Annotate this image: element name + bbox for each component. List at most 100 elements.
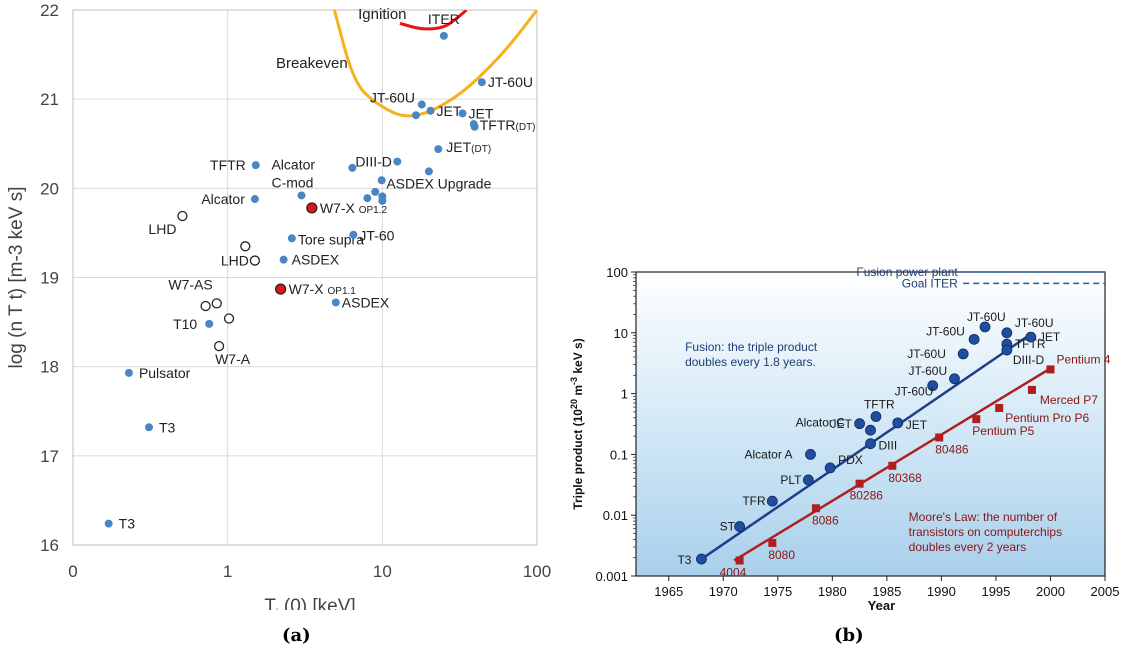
moore-point (972, 415, 981, 424)
y-tick-label: 100 (606, 265, 628, 280)
x-tick-label: 1970 (709, 584, 738, 599)
fusion-point (805, 448, 816, 460)
y-tick-label: 0.1 (610, 447, 628, 462)
y-tick-label: 1 (621, 387, 628, 402)
x-axis-label: Year (868, 598, 895, 613)
data-point (200, 300, 211, 312)
x-tick-label: 1990 (927, 584, 956, 599)
x-tick-label: 2000 (1036, 584, 1065, 599)
moore-point (735, 556, 744, 565)
data-point (251, 161, 260, 170)
x-tick-label: 0 (68, 562, 77, 581)
point-label: JT-60 (359, 228, 394, 244)
curve-label: Ignition (358, 6, 406, 23)
fusion-point-label: JET (831, 417, 853, 431)
caption-a: (a) (282, 625, 311, 646)
point-label: ASDEX Upgrade (386, 175, 491, 191)
data-point (297, 191, 306, 200)
data-point (240, 241, 251, 252)
fusion-point (1001, 344, 1013, 356)
data-point (349, 230, 358, 239)
fusion-point (870, 411, 882, 422)
fusion-point (734, 521, 746, 532)
y-tick-label: 16 (40, 536, 59, 555)
data-point (470, 122, 479, 131)
moore-point-label: Pentium Pro P6 (1005, 411, 1089, 425)
fusion-point (824, 462, 836, 474)
moore-point (1046, 365, 1055, 374)
data-point (348, 163, 357, 172)
y-tick-label: 21 (40, 90, 59, 109)
fusion-point (949, 373, 960, 385)
data-point (378, 196, 387, 205)
x-axis-label: Ti (0) [keV] (264, 596, 355, 610)
breakeven-curve (332, 10, 537, 118)
moore-point (935, 433, 944, 442)
data-point (211, 298, 222, 309)
x-tick-label: 100 (523, 562, 551, 581)
moore-point-label: Merced P7 (1040, 393, 1098, 407)
fusion-point-label: JT-60U (895, 385, 934, 399)
data-point (249, 255, 261, 266)
fusion-point-label: JT-60U (908, 364, 947, 378)
moore-point (1027, 385, 1036, 394)
fusion-point-label: JT-60U (967, 310, 1006, 324)
chart-b: 0.001 0.01 0.1 1 10 100 1965 1970 1975 1980 1985 19… (569, 265, 1120, 613)
point-label: JET(DT) (446, 139, 491, 155)
point-label: DIII-D (355, 154, 392, 170)
x-tick-label: 10 (373, 562, 392, 581)
moore-point-label: Pentium P5 (972, 424, 1034, 438)
data-point (439, 31, 448, 40)
target-label: Goal ITER (902, 276, 958, 290)
data-point (223, 313, 235, 324)
point-label: Tore supra (298, 231, 364, 247)
fusion-annotation: doubles every 1.8 years. (685, 355, 816, 369)
x-tick-label: 1965 (654, 584, 683, 599)
point-label: LHD (148, 221, 176, 237)
fusion-point-label: JT-60U (926, 324, 965, 338)
fusion-point-label: JET (906, 418, 928, 432)
point-label: JET (469, 105, 494, 121)
y-tick-label: 22 (40, 1, 59, 20)
moore-annotation: transistors on computerchips (909, 525, 1062, 539)
data-point (411, 111, 420, 120)
point-label: JT-60U (488, 74, 533, 90)
data-point (287, 234, 296, 243)
data-point (124, 368, 133, 377)
curve-label: Breakeven (276, 55, 348, 72)
point-label: W7-A (215, 351, 251, 367)
fusion-point (865, 438, 876, 450)
fusion-point-label: ST (720, 520, 736, 534)
point-label: JET (437, 103, 462, 119)
point-label: ASDEX (292, 252, 340, 268)
moore-point-label: 8080 (768, 548, 795, 562)
moore-point-label: 8086 (812, 513, 839, 527)
point-label: W7-X OP1.1 (289, 281, 357, 297)
moore-annotation: Moore's Law: the number of (909, 510, 1058, 524)
point-label: T10 (173, 316, 197, 332)
x-tick-label: 1 (223, 562, 232, 581)
data-point (144, 423, 153, 432)
plot-frame (72, 9, 538, 546)
data-point (424, 167, 433, 176)
data-point (417, 100, 426, 109)
x-tick-label: 1985 (872, 584, 901, 599)
data-point (458, 109, 467, 118)
x-tick-label: 1980 (818, 584, 847, 599)
x-tick-label: 2005 (1091, 584, 1120, 599)
fusion-annotation: Fusion: the triple product (685, 340, 818, 354)
y-tick-label: 20 (40, 179, 59, 198)
fusion-point-label: JT-60U (907, 347, 946, 361)
moore-point-label: 80486 (935, 442, 969, 456)
data-point (275, 283, 287, 295)
fusion-trend-line (700, 334, 1030, 561)
data-point (306, 202, 318, 214)
point-label: W7-AS (168, 276, 212, 292)
data-point (104, 519, 113, 528)
point-label: TFTR (210, 157, 246, 173)
point-label: ASDEX (342, 294, 390, 310)
moore-point-label: 4004 (720, 565, 747, 579)
x-tick-label: 1995 (981, 584, 1010, 599)
fusion-point-label: PDX (838, 453, 863, 467)
y-tick-label: 10 (614, 326, 628, 341)
